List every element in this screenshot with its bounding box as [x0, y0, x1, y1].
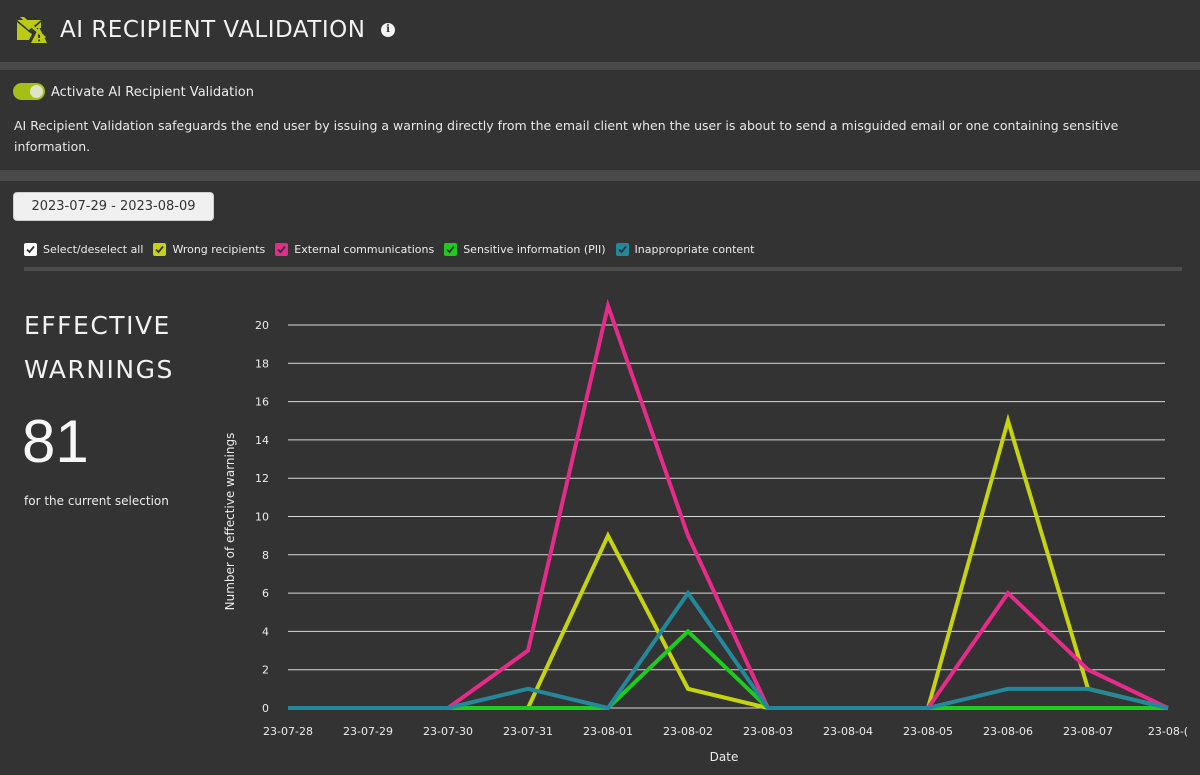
y-tick-label: 20 [255, 319, 269, 332]
date-range-picker[interactable]: 2023-07-29 - 2023-08-09 [13, 192, 214, 221]
warnings-line-chart: 0 2 4 6 8 10 12 14 16 18 20 23-07-28 23-07-29 23-07-3… [223, 298, 1188, 764]
y-tick-label: 6 [262, 587, 269, 600]
toggle-knob [30, 85, 43, 98]
series-legend: Select/deselect all Wrong recipients Ext… [24, 243, 764, 256]
x-tick-label: 23-08-01 [583, 725, 633, 738]
legend-label: Select/deselect all [43, 243, 144, 256]
app-header: AI RECIPIENT VALIDATION i [0, 0, 1200, 62]
y-tick-label: 14 [255, 434, 269, 447]
legend-divider [24, 267, 1182, 271]
checkbox-icon[interactable] [615, 243, 629, 256]
y-tick-label: 0 [262, 702, 269, 715]
legend-label: External communications [294, 243, 435, 256]
x-tick-label: 23-08-04 [823, 725, 873, 738]
legend-inappropriate-content[interactable]: Inappropriate content [615, 243, 755, 256]
mail-warning-icon [17, 17, 47, 43]
x-tick-label: 23-08-03 [743, 725, 793, 738]
legend-label: Wrong recipients [172, 243, 266, 256]
series-line-wrong-recipients [288, 413, 1169, 710]
info-icon[interactable]: i [381, 23, 395, 37]
x-tick-label: 23-08-02 [663, 725, 713, 738]
divider [0, 170, 1200, 181]
summary-caption: for the current selection [24, 494, 169, 508]
x-tick-label: 23-08-05 [903, 725, 953, 738]
series-line-inappropriate-content [288, 589, 1169, 711]
x-tick-label: 23-08-( [1148, 725, 1188, 738]
summary-value: 81 [22, 408, 89, 475]
checkbox-icon[interactable] [24, 243, 37, 256]
activate-toggle[interactable] [13, 83, 45, 100]
y-tick-label: 4 [262, 625, 269, 638]
checkbox-icon[interactable] [153, 243, 167, 256]
x-tick-label: 23-07-29 [343, 725, 393, 738]
x-tick-label: 23-07-28 [263, 725, 313, 738]
legend-sensitive-information[interactable]: Sensitive information (PII) [444, 243, 606, 256]
x-tick-label: 23-08-06 [983, 725, 1033, 738]
x-tick-label: 23-08-07 [1063, 725, 1113, 738]
y-axis-label: Number of effective warnings [223, 433, 237, 611]
divider [0, 62, 1200, 70]
checkbox-icon[interactable] [275, 243, 289, 256]
y-tick-label: 18 [255, 357, 269, 370]
legend-wrong-recipients[interactable]: Wrong recipients [153, 243, 265, 256]
legend-label: Inappropriate content [634, 243, 755, 256]
legend-external-communications[interactable]: External communications [275, 243, 434, 256]
x-axis-label: Date [710, 750, 739, 764]
summary-title: EFFECTIVE WARNINGS [24, 311, 174, 384]
page-title: AI RECIPIENT VALIDATION [60, 17, 366, 43]
x-tick-label: 23-07-31 [503, 725, 553, 738]
legend-select-all[interactable]: Select/deselect all [24, 243, 143, 256]
y-tick-label: 10 [255, 511, 269, 524]
activate-label: Activate AI Recipient Validation [51, 85, 254, 100]
y-tick-label: 16 [255, 396, 269, 409]
y-tick-label: 8 [262, 549, 269, 562]
y-tick-label: 12 [255, 472, 269, 485]
activation-panel: Activate AI Recipient Validation AI Reci… [0, 70, 1200, 170]
checkbox-icon[interactable] [444, 243, 458, 256]
x-tick-label: 23-07-30 [423, 725, 473, 738]
feature-description: AI Recipient Validation safeguards the e… [14, 118, 1119, 154]
y-tick-label: 2 [262, 664, 269, 677]
legend-label: Sensitive information (PII) [463, 243, 606, 256]
